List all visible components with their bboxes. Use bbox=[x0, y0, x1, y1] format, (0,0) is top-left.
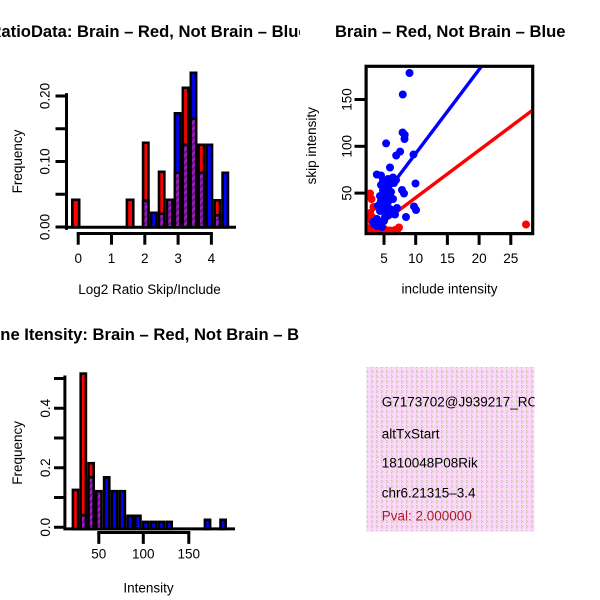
svg-text:3: 3 bbox=[174, 251, 182, 266]
svg-text:5: 5 bbox=[380, 251, 388, 266]
svg-text:150: 150 bbox=[178, 547, 201, 562]
svg-text:0.0: 0.0 bbox=[38, 518, 53, 537]
svg-text:150: 150 bbox=[340, 88, 355, 111]
svg-text:altTxStart: altTxStart bbox=[382, 426, 440, 441]
svg-text:50: 50 bbox=[340, 186, 355, 201]
svg-text:1810048P08Rik: 1810048P08Rik bbox=[382, 456, 478, 471]
svg-text:10: 10 bbox=[408, 251, 423, 266]
svg-text:20: 20 bbox=[472, 251, 487, 266]
svg-text:100: 100 bbox=[132, 547, 155, 562]
svg-text:Pval: 2.000000: Pval: 2.000000 bbox=[382, 509, 472, 524]
svg-text:include intensity: include intensity bbox=[401, 282, 497, 297]
svg-text:0.00: 0.00 bbox=[38, 214, 53, 240]
svg-text:100: 100 bbox=[340, 135, 355, 158]
svg-text:Frequency: Frequency bbox=[10, 421, 25, 485]
svg-text:chr6.21315–3.4: chr6.21315–3.4 bbox=[382, 486, 476, 501]
svg-text:G7173702@J939217_RC12: G7173702@J939217_RC12 bbox=[382, 395, 553, 410]
svg-text:skip intensity: skip intensity bbox=[304, 107, 319, 185]
svg-text:Log2 Ratio Skip/Include: Log2 Ratio Skip/Include bbox=[78, 282, 221, 297]
svg-text:Frequency: Frequency bbox=[10, 129, 25, 193]
svg-text:15: 15 bbox=[440, 251, 455, 266]
svg-text:1: 1 bbox=[108, 251, 116, 266]
svg-text:0: 0 bbox=[74, 251, 82, 266]
svg-text:RatioData: Brain – Red, Not Br: RatioData: Brain – Red, Not Brain – Blue bbox=[0, 22, 308, 41]
svg-text:4: 4 bbox=[208, 251, 216, 266]
svg-text:0.4: 0.4 bbox=[38, 398, 53, 417]
svg-text:50: 50 bbox=[91, 547, 106, 562]
svg-text:2: 2 bbox=[141, 251, 149, 266]
svg-text:Brain – Red, Not Brain – Blue: Brain – Red, Not Brain – Blue bbox=[335, 22, 566, 41]
svg-text:Intensity: Intensity bbox=[123, 581, 174, 596]
svg-text:0.10: 0.10 bbox=[38, 148, 53, 174]
svg-text:25: 25 bbox=[503, 251, 518, 266]
svg-text:Gene Itensity: Brain – Red, No: Gene Itensity: Brain – Red, Not Brain – … bbox=[0, 325, 323, 344]
svg-text:0.2: 0.2 bbox=[38, 458, 53, 477]
svg-text:0.20: 0.20 bbox=[38, 83, 53, 109]
